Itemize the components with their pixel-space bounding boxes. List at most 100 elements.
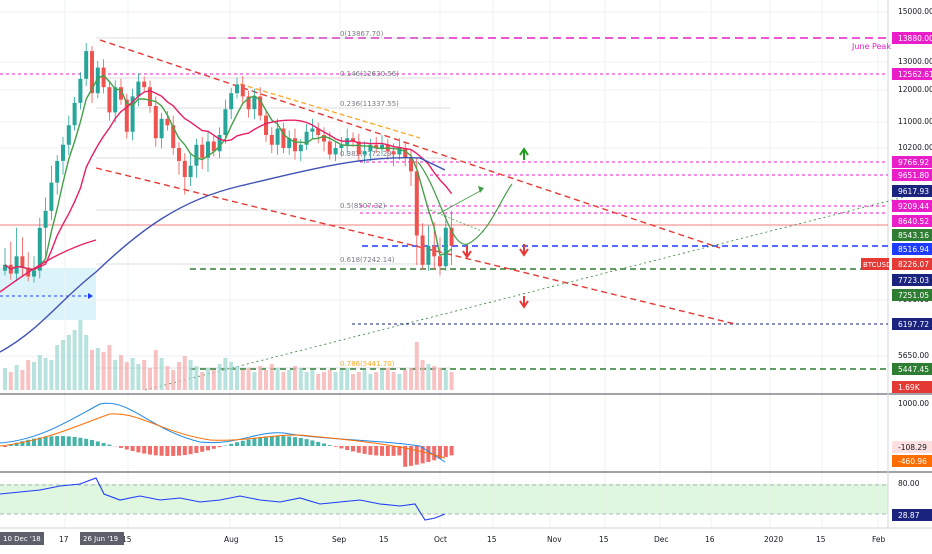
volume-bar (287, 370, 291, 390)
time-tick-label: 15 (274, 535, 284, 544)
candle-body (270, 135, 274, 145)
volume-bar (67, 335, 71, 390)
macd-bar (142, 446, 146, 454)
price-label-text: 9766.92 (898, 158, 929, 167)
volume-bar (426, 364, 430, 390)
macd-bar (90, 440, 94, 446)
rsi-tick-label: 80.00 (898, 479, 920, 488)
macd-bar (374, 446, 378, 455)
volume-bar (61, 340, 65, 390)
macd-bar (206, 446, 210, 450)
macd-bar (3, 446, 7, 447)
macd-bar (102, 443, 106, 446)
volume-bar (235, 366, 239, 390)
macd-bar (432, 446, 436, 460)
candle-body (241, 84, 245, 96)
candle-body (432, 246, 436, 256)
macd-bar (119, 446, 123, 448)
candle-body (438, 256, 442, 266)
macd-bar (368, 446, 372, 455)
candle-body (444, 228, 448, 266)
candle-body (392, 151, 396, 154)
macd-bar (287, 436, 291, 446)
macd-bar (270, 436, 274, 446)
macd-bar (148, 446, 152, 455)
volume-bar (397, 374, 401, 390)
volume-bar (32, 362, 36, 390)
volume-bar (328, 370, 332, 390)
price-label-text: 9651.80 (898, 171, 929, 180)
time-tick-label: Sep (332, 535, 346, 544)
volume-bar (247, 368, 251, 390)
volume-bar (212, 370, 216, 390)
time-tick-label: 15 (599, 535, 609, 544)
macd-bar (183, 446, 187, 455)
macd-bar (177, 446, 181, 456)
candle-body (415, 171, 419, 235)
price-tick-label: 5650.00 (898, 351, 929, 360)
candle-body (78, 79, 82, 103)
candle-body (426, 246, 430, 265)
volume-bar (189, 360, 193, 390)
volume-bar (316, 374, 320, 390)
volume-bar (160, 358, 164, 390)
candle-body (84, 51, 88, 79)
fib-label: 0.236(11337.55) (340, 100, 399, 108)
volume-bar (223, 358, 227, 390)
macd-bar (171, 446, 175, 456)
volume-bar (386, 368, 390, 390)
fib-label: 0.5(8507.32) (340, 202, 386, 210)
candle-body (223, 109, 227, 135)
macd-bar (345, 446, 349, 450)
time-tick-label: Oct (434, 535, 447, 544)
volume-bar (281, 372, 285, 390)
volume-bar (339, 370, 343, 390)
price-tick-label: 12000.00 (898, 85, 932, 94)
volume-bar (438, 368, 442, 390)
volume-bar (49, 360, 53, 390)
macd-label-text: -108.29 (898, 443, 927, 452)
macd-bar (316, 442, 320, 446)
volume-bar (136, 364, 140, 390)
candle-body (15, 256, 19, 273)
price-tick-label: 11000.00 (898, 117, 932, 126)
macd-bar (67, 436, 71, 446)
volume-bar (96, 348, 100, 390)
volume-bar (264, 370, 268, 390)
candle-body (229, 93, 233, 109)
symbol-tag-text: BTCUSD (863, 261, 892, 269)
volume-bar (299, 368, 303, 390)
rsi-band (0, 484, 888, 514)
volume-bar (310, 370, 314, 390)
volume-bar (270, 364, 274, 390)
macd-bar (165, 446, 169, 456)
macd-bar (61, 436, 65, 446)
price-label-text: 8226.07 (898, 260, 929, 269)
volume-bar (148, 368, 152, 390)
volume-bar (119, 355, 123, 390)
time-tick-label: 15 (379, 535, 389, 544)
price-tick-label: 15000.00 (898, 7, 932, 16)
volume-bar (363, 370, 367, 390)
macd-bar (415, 446, 419, 465)
macd-bar (322, 443, 326, 446)
volume-bar (392, 372, 396, 390)
macd-bar (264, 437, 268, 446)
macd-bar (125, 446, 129, 450)
macd-bar (194, 446, 198, 453)
time-tick-label: Nov (547, 535, 562, 544)
macd-bar (96, 441, 100, 446)
time-tick-label: 15 (487, 535, 497, 544)
volume-bar (38, 355, 42, 390)
macd-bar (252, 438, 256, 446)
time-tick-label: Aug (224, 535, 239, 544)
candle-body (32, 271, 36, 277)
macd-bar (241, 441, 245, 446)
volume-bar (206, 368, 210, 390)
macd-bar (258, 437, 262, 446)
candle-body (200, 145, 204, 158)
candle-body (49, 183, 53, 211)
candle-body (142, 82, 146, 88)
candle-body (154, 106, 158, 138)
